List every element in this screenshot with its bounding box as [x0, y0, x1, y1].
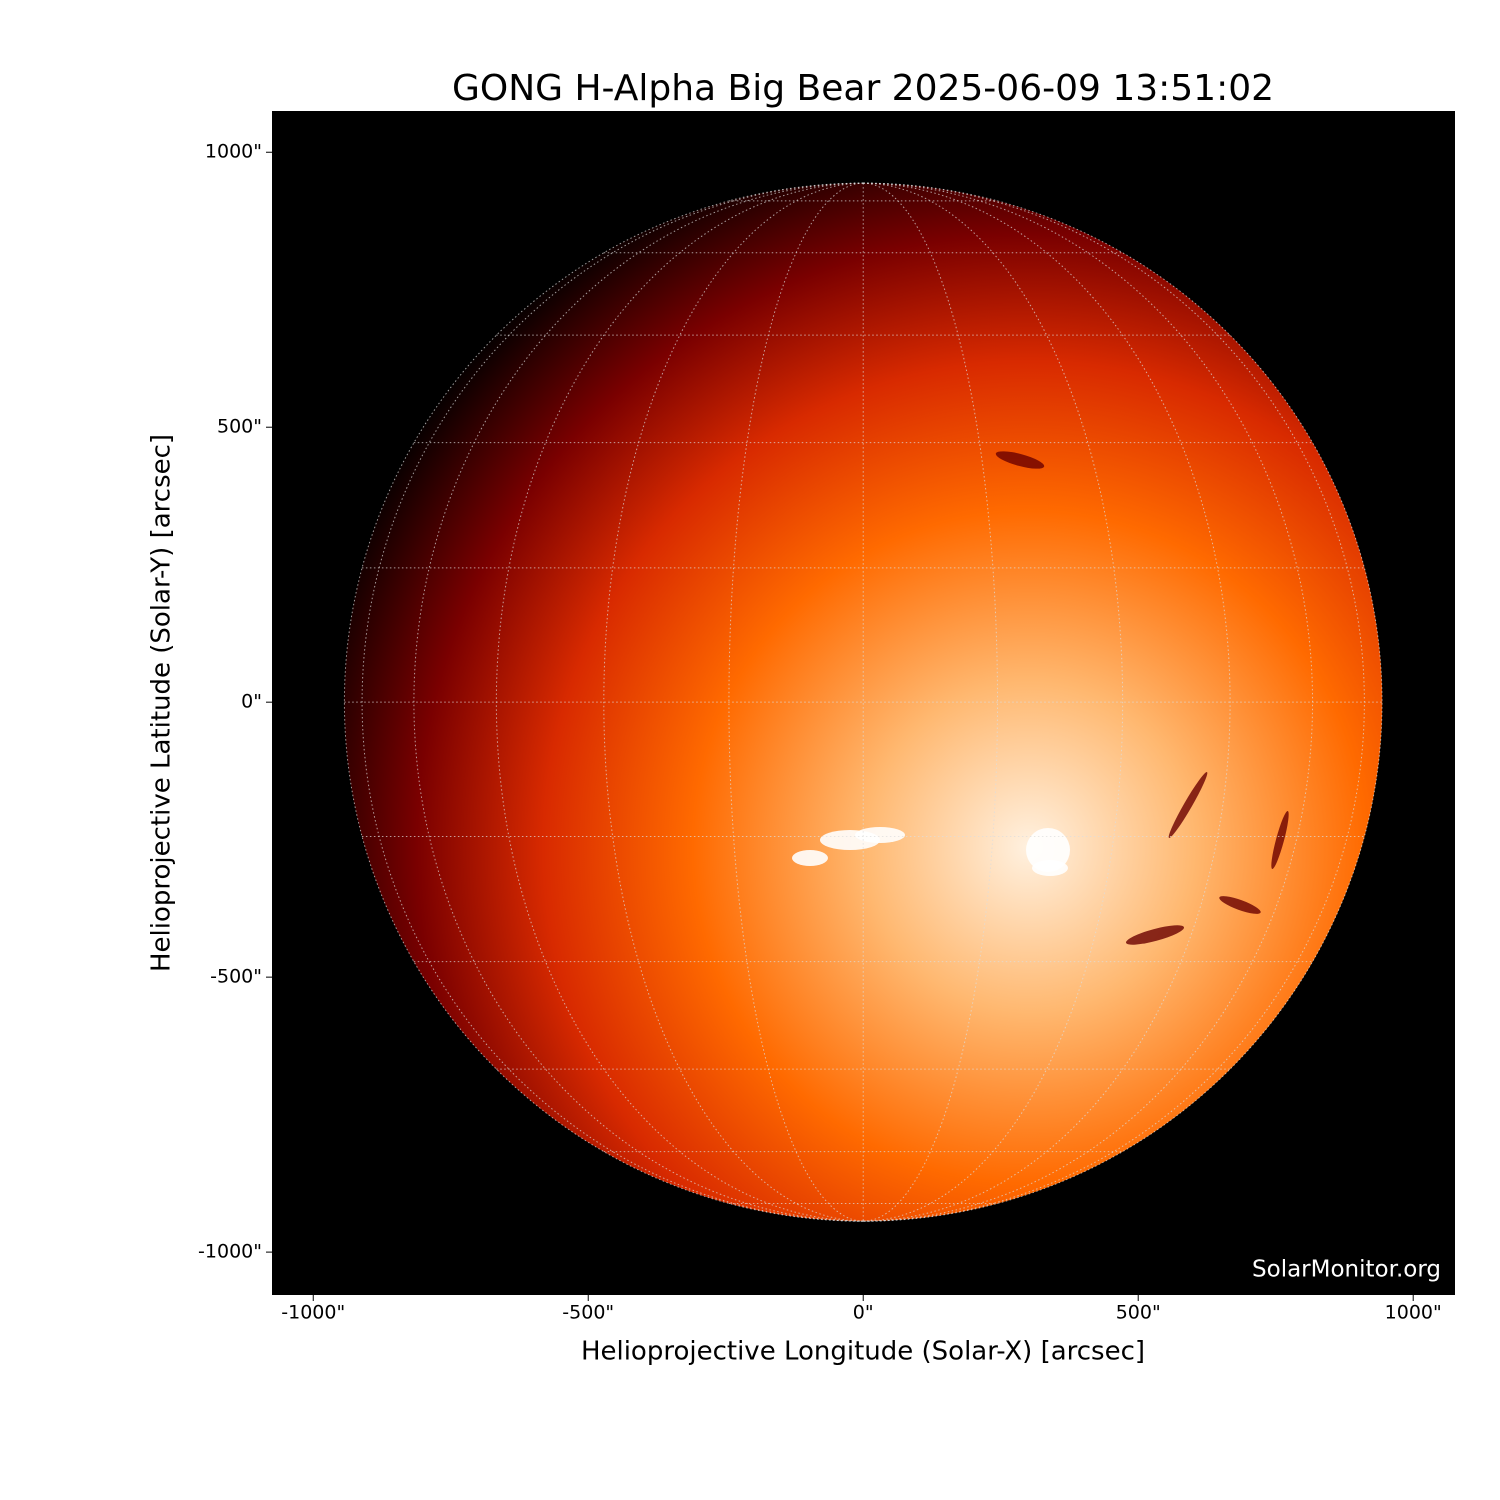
filament [995, 451, 1045, 469]
filament [1125, 925, 1185, 945]
plage [1032, 860, 1068, 876]
grid-meridian [863, 182, 1231, 1222]
x-axis-label: Helioprojective Longitude (Solar-X) [arc… [581, 1337, 1145, 1367]
x-tick-label: 500" [1116, 1302, 1161, 1324]
x-tick-label: -1000" [281, 1302, 345, 1324]
plage [792, 850, 828, 866]
filament [1271, 811, 1289, 869]
grid-meridian [863, 182, 1124, 1222]
filament [1219, 896, 1261, 914]
x-tick-label: 0" [853, 1302, 874, 1324]
x-tick-label: 1000" [1385, 1302, 1442, 1324]
filament [1168, 772, 1208, 838]
solar-disk [343, 182, 1383, 1222]
y-tick-label: 0" [241, 691, 262, 713]
plage [855, 827, 905, 843]
grid-meridian [603, 182, 864, 1222]
y-tick-label: 1000" [205, 141, 262, 163]
plage [1026, 828, 1070, 872]
chart-title: GONG H-Alpha Big Bear 2025-06-09 13:51:0… [452, 68, 1274, 109]
grid-meridian [361, 182, 864, 1222]
x-tick-label: -500" [562, 1302, 614, 1324]
y-axis-label: Helioprojective Latitude (Solar-Y) [arcs… [147, 434, 177, 972]
y-tick-label: -500" [210, 966, 262, 988]
y-tick-label: -1000" [198, 1241, 262, 1263]
grid-meridian [413, 182, 864, 1222]
y-tick-label: 500" [217, 416, 262, 438]
sun-disk [344, 183, 1383, 1222]
watermark: SolarMonitor.org [1252, 1257, 1441, 1283]
